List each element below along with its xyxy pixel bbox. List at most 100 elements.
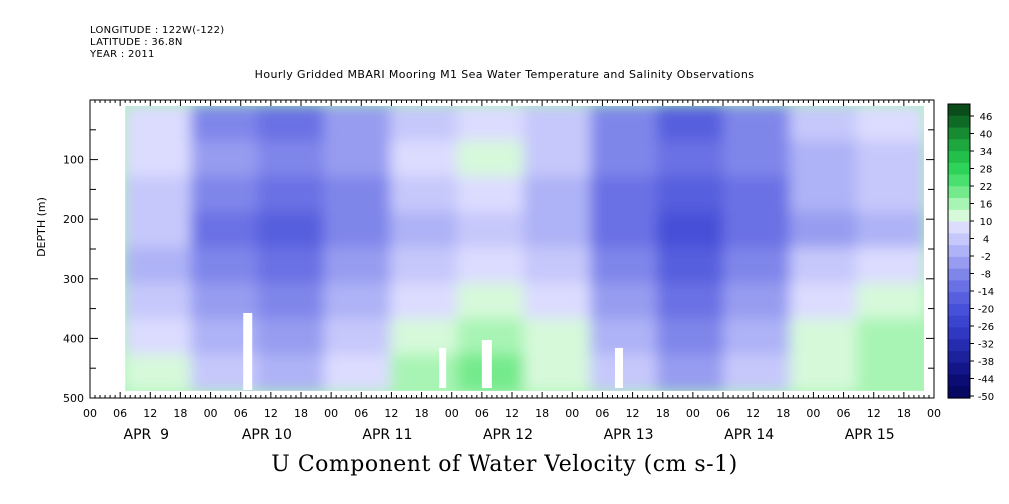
x-tick-label: 06 bbox=[595, 407, 609, 420]
colorbar-swatch bbox=[948, 292, 970, 305]
heatmap-cell bbox=[456, 176, 526, 214]
x-tick-label: 00 bbox=[204, 407, 218, 420]
x-tick-label: 06 bbox=[837, 407, 851, 420]
heatmap-cell bbox=[125, 318, 193, 357]
heatmap-cell bbox=[590, 105, 659, 143]
day-label: APR 10 bbox=[242, 427, 292, 443]
colorbar-swatch bbox=[948, 256, 970, 270]
heatmap-cell bbox=[723, 105, 792, 143]
heatmap-cell bbox=[125, 140, 193, 179]
heatmap-cell bbox=[390, 140, 459, 179]
colorbar-swatch bbox=[948, 186, 970, 199]
colorbar-label: 16 bbox=[980, 200, 993, 211]
heatmap-cell bbox=[856, 318, 924, 357]
data-gap bbox=[243, 313, 253, 390]
colorbar-swatch bbox=[948, 221, 970, 234]
colorbar-swatch bbox=[948, 280, 970, 293]
heatmap-cell bbox=[590, 176, 659, 214]
x-tick-label: 12 bbox=[626, 407, 640, 420]
x-tick-label: 18 bbox=[415, 407, 429, 420]
heatmap-cell bbox=[190, 140, 260, 179]
heatmap-cell bbox=[257, 354, 326, 391]
heatmap-cell bbox=[656, 176, 726, 214]
colorbar-swatch bbox=[948, 104, 970, 117]
colorbar-swatch bbox=[948, 327, 970, 340]
heatmap-cell bbox=[390, 211, 459, 250]
heatmap-cell bbox=[390, 105, 459, 143]
heatmap-cell bbox=[125, 354, 193, 391]
colorbar-label: 10 bbox=[980, 217, 993, 228]
colorbar-swatch bbox=[948, 198, 970, 211]
heatmap-cell bbox=[856, 105, 924, 143]
x-tick-label: 06 bbox=[716, 407, 730, 420]
heatmap-cell bbox=[125, 283, 193, 321]
heatmap-cell bbox=[789, 283, 859, 321]
heatmap-cell bbox=[789, 176, 859, 214]
colorbar-swatch bbox=[948, 233, 970, 246]
heatmap-cell bbox=[456, 283, 526, 321]
colorbar-swatch bbox=[948, 245, 970, 258]
latitude-label: LATITUDE : 36.8N bbox=[90, 37, 183, 48]
x-tick-label: 00 bbox=[565, 407, 579, 420]
colorbar-swatch bbox=[948, 209, 970, 223]
y-tick-label: 500 bbox=[63, 392, 84, 405]
heatmap-cell bbox=[257, 211, 326, 250]
data-gap bbox=[614, 348, 623, 388]
heatmap-cell bbox=[856, 283, 924, 321]
heatmap-cell bbox=[523, 283, 593, 321]
x-tick-label: 12 bbox=[505, 407, 519, 420]
x-tick-label: 00 bbox=[686, 407, 700, 420]
colorbar-label: -26 bbox=[978, 322, 994, 333]
heatmap-cell bbox=[523, 176, 593, 214]
heatmap-cell bbox=[456, 211, 526, 250]
heatmap-cell bbox=[323, 354, 393, 391]
heatmap-cell bbox=[323, 176, 393, 214]
colorbar-label: 34 bbox=[980, 147, 993, 158]
colorbar-label: -20 bbox=[978, 305, 994, 316]
x-tick-label: 18 bbox=[173, 407, 187, 420]
heatmap-cell bbox=[723, 140, 792, 179]
x-tick-label: 06 bbox=[234, 407, 248, 420]
heatmap-cell bbox=[789, 318, 859, 357]
day-label: APR 11 bbox=[362, 427, 412, 443]
heatmap-cell bbox=[590, 211, 659, 250]
heatmap-cell bbox=[523, 105, 593, 143]
heatmap-cell bbox=[323, 318, 393, 357]
colorbar-label: 46 bbox=[980, 112, 993, 123]
heatmap-cell bbox=[789, 211, 859, 250]
colorbar-legend: 46 40 34 28 22 16 10 4 -2 -8 -14 -20 -26 -32 -38 -44 -50 bbox=[947, 103, 994, 403]
colorbar-label: 4 bbox=[983, 235, 989, 246]
heatmap-cell bbox=[125, 176, 193, 214]
heatmap-cell bbox=[723, 176, 792, 214]
heatmap-cell bbox=[723, 318, 792, 357]
colorbar-label: 40 bbox=[980, 130, 993, 141]
heatmap-cell bbox=[856, 140, 924, 179]
heatmap-cell bbox=[390, 318, 459, 357]
heatmap-cell bbox=[323, 140, 393, 179]
data-gap bbox=[481, 340, 492, 388]
data-gap bbox=[439, 348, 447, 388]
heatmap-cell bbox=[856, 354, 924, 391]
longitude-label: LONGITUDE : 122W(-122) bbox=[90, 25, 225, 36]
colorbar-swatch bbox=[948, 174, 970, 187]
heatmap-cell bbox=[390, 354, 459, 391]
x-axis: 00 06 12 18 00 06 12 18 00 06 12 18 00 06 12 18 00 06 12 18… bbox=[83, 100, 941, 443]
heatmap-cell bbox=[523, 140, 593, 179]
x-tick-label: 06 bbox=[475, 407, 489, 420]
colorbar-swatch bbox=[948, 127, 970, 140]
heatmap-cell bbox=[125, 211, 193, 250]
heatmap-cell bbox=[656, 105, 726, 143]
day-label: APR 9 bbox=[124, 427, 170, 443]
heatmap-cell bbox=[723, 211, 792, 250]
heatmap-cell bbox=[590, 354, 659, 391]
colorbar-swatch bbox=[948, 139, 970, 152]
heatmap-cell bbox=[390, 247, 459, 286]
heatmap-cell bbox=[656, 140, 726, 179]
x-tick-label: 12 bbox=[746, 407, 760, 420]
heatmap-cell bbox=[523, 211, 593, 250]
heatmap-cell bbox=[456, 247, 526, 286]
colorbar-label: -2 bbox=[981, 252, 991, 263]
year-label: YEAR : 2011 bbox=[90, 49, 155, 60]
heatmap-cell bbox=[257, 318, 326, 357]
day-label: APR 15 bbox=[845, 427, 895, 443]
